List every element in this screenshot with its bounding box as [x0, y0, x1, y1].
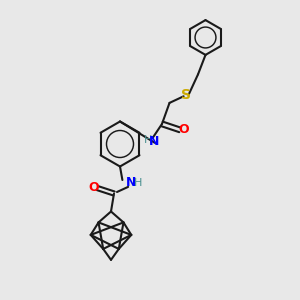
Text: O: O — [88, 181, 99, 194]
Text: O: O — [178, 123, 189, 136]
Text: S: S — [181, 88, 191, 102]
Text: N: N — [126, 176, 136, 190]
Text: H: H — [143, 134, 152, 145]
Text: N: N — [149, 135, 160, 148]
Text: H: H — [134, 178, 142, 188]
